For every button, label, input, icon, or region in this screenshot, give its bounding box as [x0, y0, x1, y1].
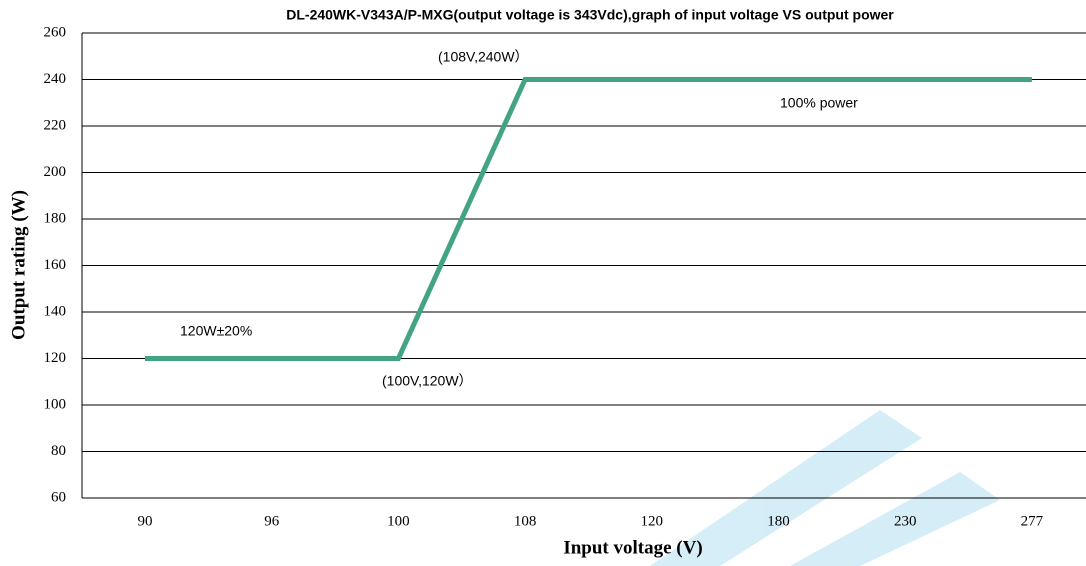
y-tick-label: 140: [44, 303, 67, 319]
annotation: 120W±20%: [180, 323, 252, 339]
annotation: (100V,120W）: [382, 373, 473, 389]
x-tick-label: 108: [514, 513, 537, 529]
y-tick-label: 160: [44, 257, 67, 273]
x-axis-title: Input voltage (V): [563, 537, 702, 558]
y-tick-label: 60: [51, 489, 66, 505]
x-tick-label: 90: [138, 513, 153, 529]
y-tick-label: 120: [44, 350, 67, 366]
annotation: 100% power: [780, 95, 858, 111]
y-tick-label: 100: [44, 396, 67, 412]
x-tick-label: 180: [767, 513, 790, 529]
x-tick-label: 120: [641, 513, 664, 529]
y-axis-title: Output rating (W): [8, 190, 29, 340]
data-line: [145, 77, 1032, 361]
x-tick-label: 96: [264, 513, 280, 529]
y-tick-label: 220: [44, 117, 67, 133]
x-tick-label: 230: [894, 513, 917, 529]
x-tick-label: 277: [1021, 513, 1044, 529]
chart-title: DL-240WK-V343A/P-MXG(output voltage is 3…: [286, 7, 894, 23]
y-tick-label: 240: [44, 71, 67, 87]
x-tick-label: 100: [387, 513, 410, 529]
y-tick-label: 200: [44, 164, 67, 180]
annotation: (108V,240W）: [438, 49, 529, 65]
y-tick-label: 260: [44, 24, 67, 40]
y-tick-label: 80: [51, 443, 66, 459]
y-tick-label: 180: [44, 210, 67, 226]
watermark: [650, 410, 1000, 566]
